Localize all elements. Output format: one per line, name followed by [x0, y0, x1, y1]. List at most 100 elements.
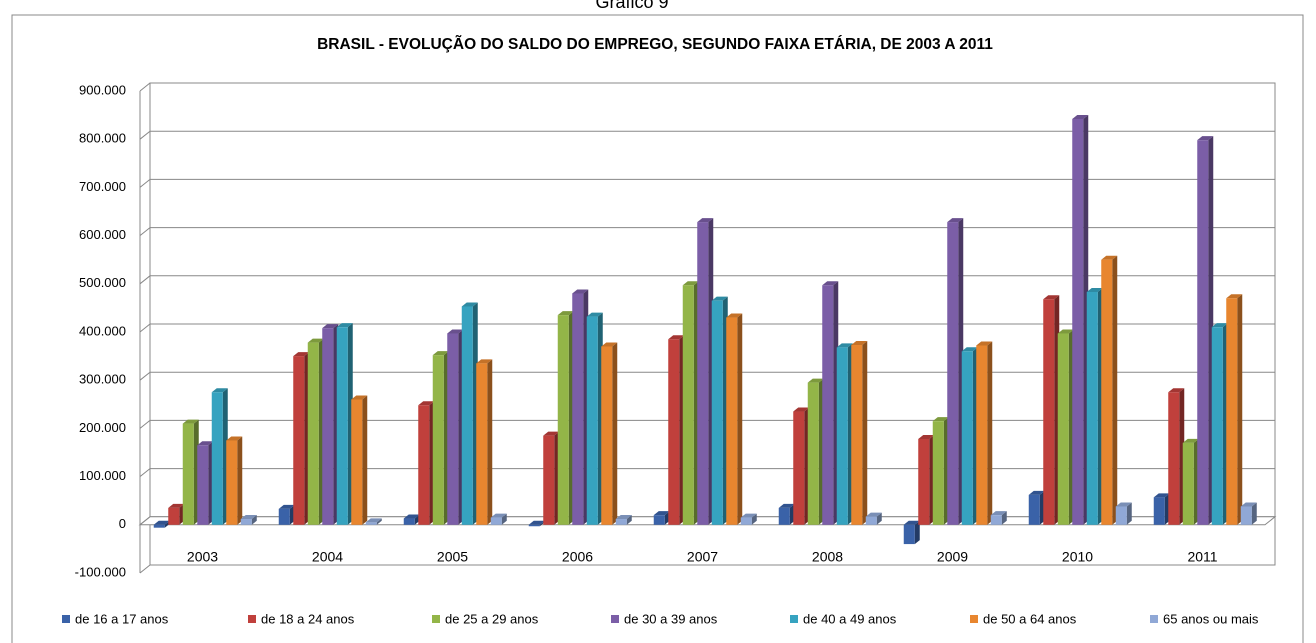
bar-top [365, 518, 382, 523]
bar [932, 421, 944, 525]
bar-top [307, 338, 324, 343]
x-tick-label: 2005 [437, 549, 468, 565]
bar [961, 351, 973, 525]
bar-top [293, 352, 310, 357]
bar-top [726, 313, 743, 318]
y-tick-label: 900.000 [79, 82, 126, 97]
bar [851, 345, 863, 525]
bar-top [447, 329, 464, 334]
bar-top [807, 378, 824, 383]
bar-side [487, 359, 493, 525]
bar-top [418, 401, 435, 406]
x-tick-label: 2010 [1062, 549, 1093, 565]
bar-top [918, 435, 935, 440]
bar [182, 423, 194, 525]
legend-swatch [62, 615, 70, 623]
bar [807, 382, 819, 525]
bar [418, 405, 430, 525]
bar-top [976, 341, 993, 346]
bar [153, 524, 165, 528]
bar [293, 356, 305, 525]
legend-swatch [970, 615, 978, 623]
legend-label: de 16 a 17 anos [75, 611, 169, 626]
legend-label: de 40 a 49 anos [803, 611, 897, 626]
bar [1240, 506, 1252, 525]
bar-top [336, 323, 353, 328]
bar [557, 315, 569, 525]
bar-top [461, 302, 478, 307]
y-tick-label: 0 [119, 516, 126, 531]
bar-side [862, 341, 868, 525]
bar [668, 339, 680, 525]
bar [476, 363, 488, 525]
bar-top [476, 359, 493, 364]
bar-top [528, 520, 545, 525]
bar-top [653, 511, 670, 516]
bar [1153, 497, 1165, 525]
y-tick-label: 100.000 [79, 468, 126, 483]
legend-swatch [1150, 615, 1158, 623]
bar-top [1168, 388, 1185, 393]
bar-top [865, 512, 882, 517]
legend-swatch [248, 615, 256, 623]
legend-label: 65 anos ou mais [1163, 611, 1259, 626]
bar-top [211, 388, 228, 393]
bar-side [612, 342, 618, 525]
bar-top [153, 520, 170, 525]
bar [278, 508, 290, 525]
bar-top [793, 407, 810, 412]
bar [168, 507, 180, 525]
bar-top [322, 324, 339, 329]
bar [1057, 333, 1069, 525]
y-tick-label: 300.000 [79, 372, 126, 387]
bar [432, 355, 444, 525]
bar [226, 440, 238, 525]
bar [1226, 298, 1238, 525]
legend-swatch [611, 615, 619, 623]
x-tick-label: 2006 [562, 549, 593, 565]
chart-title: BRASIL - EVOLUÇÃO DO SALDO DO EMPREGO, S… [317, 35, 993, 53]
bar [711, 300, 723, 525]
bar-side [1126, 502, 1132, 525]
bar-side [237, 436, 243, 525]
x-tick-label: 2008 [812, 549, 843, 565]
bar [822, 285, 834, 525]
bar [336, 327, 348, 525]
bar-top [1211, 323, 1228, 328]
bar-top [403, 514, 420, 519]
y-tick-label: 700.000 [79, 179, 126, 194]
bar-top [836, 343, 853, 348]
bar [726, 317, 738, 525]
bar-top [1028, 490, 1045, 495]
bar-top [1226, 294, 1243, 299]
bar [1197, 140, 1209, 525]
bar-side [626, 515, 632, 525]
bar-top [711, 296, 728, 301]
x-tick-label: 2011 [1187, 549, 1217, 565]
bar-side [501, 513, 507, 525]
y-tick-label: 400.000 [79, 323, 126, 338]
grid-line [139, 82, 1275, 92]
legend-label: de 30 a 39 anos [624, 611, 718, 626]
bar-top [168, 503, 185, 508]
bar-side [376, 518, 382, 525]
bar-top [851, 341, 868, 346]
bar [322, 328, 334, 525]
bar-top [1072, 114, 1089, 119]
bar-side [1001, 511, 1007, 525]
bar-top [1197, 136, 1214, 141]
bar-top [778, 503, 795, 508]
bar [601, 346, 613, 525]
bar [740, 517, 752, 525]
y-tick-label: 600.000 [79, 227, 126, 242]
bar-side [1251, 502, 1257, 525]
bar [403, 518, 415, 525]
bar [653, 515, 665, 525]
bar-top [615, 515, 632, 520]
bar-top [278, 504, 295, 509]
bar [947, 222, 959, 525]
y-tick-label: -100.000 [75, 564, 126, 579]
bar [490, 517, 502, 525]
